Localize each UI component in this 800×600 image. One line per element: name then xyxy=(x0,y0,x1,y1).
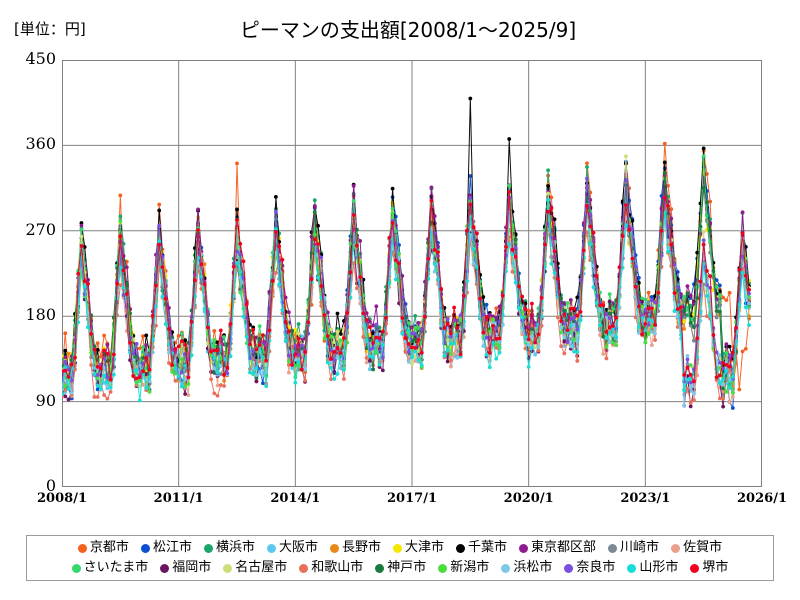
legend-item[interactable]: 浜松市 xyxy=(501,561,552,575)
y-tick-label: 360 xyxy=(25,134,56,154)
x-tick-label: 2008/1 xyxy=(37,491,87,506)
legend-marker-icon xyxy=(160,563,170,573)
y-tick-label: 450 xyxy=(25,49,56,68)
legend-marker-icon xyxy=(438,563,448,573)
legend-item[interactable]: さいたま市 xyxy=(71,560,149,575)
legend-marker-icon xyxy=(266,543,276,553)
x-axis-tick-labels: 2008/1 2011/1 2014/1 2017/1 2020/1 2023/1 2026… xyxy=(0,491,800,513)
legend-label: 長野市 xyxy=(341,540,381,555)
legend-marker-icon xyxy=(690,563,700,573)
legend-label: 奈良市 xyxy=(576,560,616,575)
x-tick-label: 2020/1 xyxy=(503,491,554,506)
x-tick-label: 2014/1 xyxy=(270,491,321,506)
legend-item[interactable]: 東京都区部 xyxy=(519,541,596,555)
legend-item[interactable]: 神戸市 xyxy=(375,561,426,575)
x-tick-label: 2017/1 xyxy=(387,491,437,506)
legend-marker-icon xyxy=(564,563,574,573)
legend-label: 堺市 xyxy=(702,560,729,575)
legend-item[interactable]: 福岡市 xyxy=(160,561,211,575)
chart-plot-svg xyxy=(62,60,762,487)
legend-label: 浜松市 xyxy=(513,560,553,575)
legend-label: 松江市 xyxy=(152,540,192,555)
y-tick-label: 270 xyxy=(25,219,56,239)
y-tick-label: 90 xyxy=(35,390,56,410)
legend-marker-icon xyxy=(329,543,339,553)
legend-label: 京都市 xyxy=(89,540,129,555)
legend-label: 和歌山市 xyxy=(311,560,364,575)
legend-marker-icon xyxy=(671,543,681,553)
chart-title-text: ピーマンの支出額[2008/1～2025/9] xyxy=(239,18,577,42)
legend-marker-icon xyxy=(203,543,213,553)
legend-marker-icon xyxy=(71,563,81,573)
y-tick-label: 180 xyxy=(25,305,56,325)
legend-item[interactable]: 川崎市 xyxy=(608,541,659,555)
legend-marker-icon xyxy=(456,543,466,553)
legend-item[interactable]: 松江市 xyxy=(140,540,192,555)
legend-row-2: さいたま市 福岡市 名古屋市 和歌山市 神戸市 新潟市 浜松市 奈良市 山形市 堺市 xyxy=(27,558,773,578)
legend-label: さいたま市 xyxy=(83,560,149,575)
legend-marker-icon xyxy=(501,563,511,573)
x-tick-label: 2026/1 xyxy=(737,491,787,506)
x-tick-label: 2023/1 xyxy=(620,491,671,506)
legend-item[interactable]: 横浜市 xyxy=(203,540,255,555)
legend-item[interactable]: 奈良市 xyxy=(564,561,615,575)
plot-area xyxy=(62,60,762,487)
legend-label: 福岡市 xyxy=(172,560,212,575)
legend-item[interactable]: 山形市 xyxy=(627,561,678,575)
legend-label: 神戸市 xyxy=(387,560,427,575)
legend-item[interactable]: 長野市 xyxy=(329,540,381,555)
page-title: ピーマンの支出額[2008/1～2025/9] xyxy=(0,14,800,43)
y-tick-label: 0 xyxy=(45,476,56,495)
legend-label: 名古屋市 xyxy=(235,560,288,575)
y-axis-tick-labels: 450 360 270 180 90 0 xyxy=(0,49,56,495)
legend-marker-icon xyxy=(140,543,150,553)
legend-marker-icon xyxy=(393,543,402,553)
series-19 xyxy=(62,189,751,384)
legend-item[interactable]: 堺市 xyxy=(690,561,728,575)
legend-marker-icon xyxy=(299,563,309,573)
series-7 xyxy=(62,172,751,389)
x-tick-label: 2011/1 xyxy=(153,491,204,506)
legend-label: 大阪市 xyxy=(278,540,318,555)
unit-label: [単位：円] xyxy=(14,20,86,38)
legend-item[interactable]: 名古屋市 xyxy=(223,561,287,575)
legend-label: 横浜市 xyxy=(215,540,255,555)
legend-label: 新潟市 xyxy=(450,560,490,575)
legend-item[interactable]: 京都市 xyxy=(77,540,129,555)
legend-item[interactable]: 佐賀市 xyxy=(671,541,722,555)
legend-label: 佐賀市 xyxy=(683,540,723,555)
legend-label: 東京都区部 xyxy=(531,540,597,555)
legend-marker-icon xyxy=(627,563,637,573)
legend-marker-icon xyxy=(375,563,385,573)
legend-label: 大津市 xyxy=(405,540,445,555)
legend-row-1: 京都市 松江市 横浜市 大阪市 長野市 大津市 千葉市 東京都区部 川崎市 佐賀市 xyxy=(27,538,773,558)
legend-label: 千葉市 xyxy=(468,540,508,555)
legend-item[interactable]: 新潟市 xyxy=(438,561,489,575)
legend-marker-icon xyxy=(519,543,529,553)
legend-marker-icon xyxy=(223,563,233,573)
legend-label: 山形市 xyxy=(639,560,679,575)
chart-legend: 京都市 松江市 横浜市 大阪市 長野市 大津市 千葉市 東京都区部 川崎市 佐賀市 さいたま市 福岡… xyxy=(26,535,774,581)
series-5 xyxy=(62,160,751,393)
legend-marker-icon xyxy=(608,543,618,553)
legend-item[interactable]: 大津市 xyxy=(393,541,444,555)
legend-item[interactable]: 和歌山市 xyxy=(299,561,363,575)
legend-label: 川崎市 xyxy=(620,540,660,555)
legend-item[interactable]: 大阪市 xyxy=(266,540,318,555)
legend-marker-icon xyxy=(77,543,87,553)
legend-item[interactable]: 千葉市 xyxy=(456,541,507,555)
